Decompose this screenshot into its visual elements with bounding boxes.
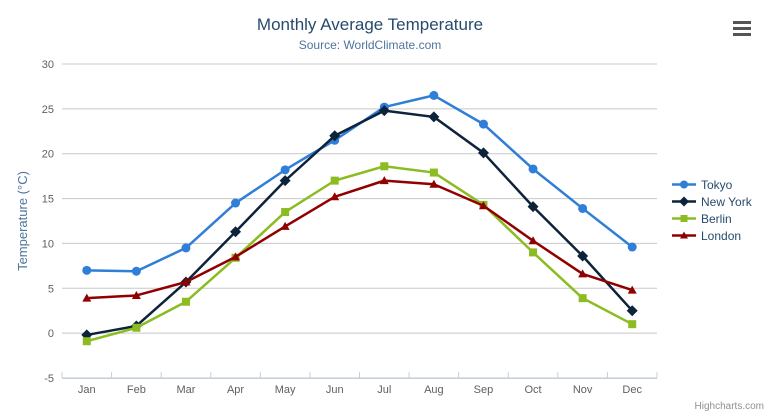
y-axis-tick-label: 30 — [42, 59, 54, 71]
legend-marker[interactable] — [680, 215, 688, 222]
x-axis-tick-label: Jun — [326, 384, 344, 396]
series-london — [82, 176, 637, 302]
data-point[interactable] — [131, 266, 141, 276]
export-menu-button[interactable] — [731, 19, 753, 37]
x-axis-tick-label: Feb — [127, 384, 146, 396]
data-point[interactable] — [527, 201, 539, 213]
x-axis-tick-label: Mar — [176, 384, 195, 396]
legend-item-berlin[interactable]: Berlin — [672, 210, 752, 227]
data-point[interactable] — [379, 176, 389, 185]
data-point[interactable] — [82, 337, 91, 346]
series-line — [85, 109, 634, 337]
x-axis-tick-label: Aug — [424, 384, 444, 396]
series-tokyo — [82, 90, 637, 276]
y-axis-tick-label: 20 — [42, 149, 54, 161]
x-axis-tick-label: Jul — [377, 384, 391, 396]
data-point[interactable] — [477, 147, 489, 159]
data-point[interactable] — [528, 236, 538, 245]
data-point[interactable] — [131, 290, 141, 299]
legend-item-label: London — [701, 228, 742, 243]
data-point[interactable] — [577, 250, 589, 262]
x-axis-tick-label: Oct — [524, 384, 541, 396]
y-axis-tick-label: 5 — [48, 283, 54, 295]
data-point[interactable] — [578, 294, 587, 303]
data-point[interactable] — [181, 243, 191, 253]
chart-title: Monthly Average Temperature — [256, 15, 484, 34]
legend-item-label: Berlin — [701, 211, 732, 226]
data-point[interactable] — [132, 323, 141, 332]
legend-item-new-york[interactable]: New York — [672, 193, 752, 210]
y-axis-tick-label: 15 — [42, 194, 54, 206]
legend-marker[interactable] — [680, 231, 688, 239]
data-point[interactable] — [429, 179, 439, 188]
data-point[interactable] — [627, 285, 637, 294]
data-point[interactable] — [529, 248, 538, 257]
data-point[interactable] — [280, 221, 290, 230]
data-point[interactable] — [626, 305, 638, 317]
x-axis-tick-label: May — [275, 384, 296, 396]
y-axis-title: Temperature (°C) — [15, 171, 30, 271]
legend-item-london[interactable]: London — [672, 227, 752, 244]
y-axis-tick-label: 25 — [42, 104, 54, 116]
triangle-marker-icon — [672, 231, 696, 239]
data-point[interactable] — [578, 203, 588, 213]
legend-item-label: New York — [701, 194, 752, 209]
data-point[interactable] — [82, 293, 92, 302]
x-axis-tick-label: Apr — [227, 384, 244, 396]
data-point[interactable] — [231, 198, 241, 208]
x-axis-tick-label: Jan — [78, 384, 96, 396]
series-line — [85, 165, 634, 343]
data-point[interactable] — [329, 130, 341, 142]
legend-item-tokyo[interactable]: Tokyo — [672, 176, 752, 193]
chart-subtitle: Source: WorldClimate.com — [298, 38, 442, 52]
data-point[interactable] — [330, 176, 339, 185]
data-point[interactable] — [281, 208, 290, 217]
data-point[interactable] — [231, 252, 241, 261]
data-point[interactable] — [628, 320, 637, 329]
x-axis-tick-label: Nov — [573, 384, 593, 396]
data-point[interactable] — [478, 201, 488, 210]
data-point[interactable] — [181, 277, 191, 286]
data-point[interactable] — [330, 192, 340, 201]
x-axis-tick-label: Dec — [622, 384, 642, 396]
data-point[interactable] — [429, 90, 439, 100]
highcharts-credit[interactable]: Highcharts.com — [694, 401, 764, 412]
legend-marker[interactable] — [680, 180, 688, 189]
data-point[interactable] — [378, 105, 390, 117]
data-point[interactable] — [429, 168, 438, 177]
square-marker-icon — [672, 215, 696, 222]
data-point[interactable] — [428, 111, 440, 123]
data-point[interactable] — [279, 175, 291, 187]
data-point[interactable] — [82, 265, 92, 275]
data-point[interactable] — [230, 226, 242, 238]
series-line — [85, 94, 634, 273]
data-point[interactable] — [181, 297, 190, 306]
circle-marker-icon — [672, 180, 696, 189]
legend-marker[interactable] — [679, 196, 689, 207]
data-point[interactable] — [280, 165, 290, 175]
series-new-york — [81, 105, 638, 341]
x-axis-tick-label: Sep — [474, 384, 494, 396]
series-line — [85, 179, 634, 300]
diamond-marker-icon — [672, 196, 696, 207]
y-axis-tick-label: 10 — [42, 238, 54, 250]
legend-item-label: Tokyo — [701, 177, 733, 192]
data-point[interactable] — [528, 164, 538, 174]
y-axis-tick-label: 0 — [48, 328, 54, 340]
y-axis-tick-label: -5 — [44, 373, 54, 385]
data-point[interactable] — [627, 242, 637, 252]
data-point[interactable] — [380, 162, 389, 171]
data-point[interactable] — [478, 119, 488, 129]
legend: Tokyo New York Berlin London — [672, 176, 752, 244]
data-point[interactable] — [578, 269, 588, 278]
